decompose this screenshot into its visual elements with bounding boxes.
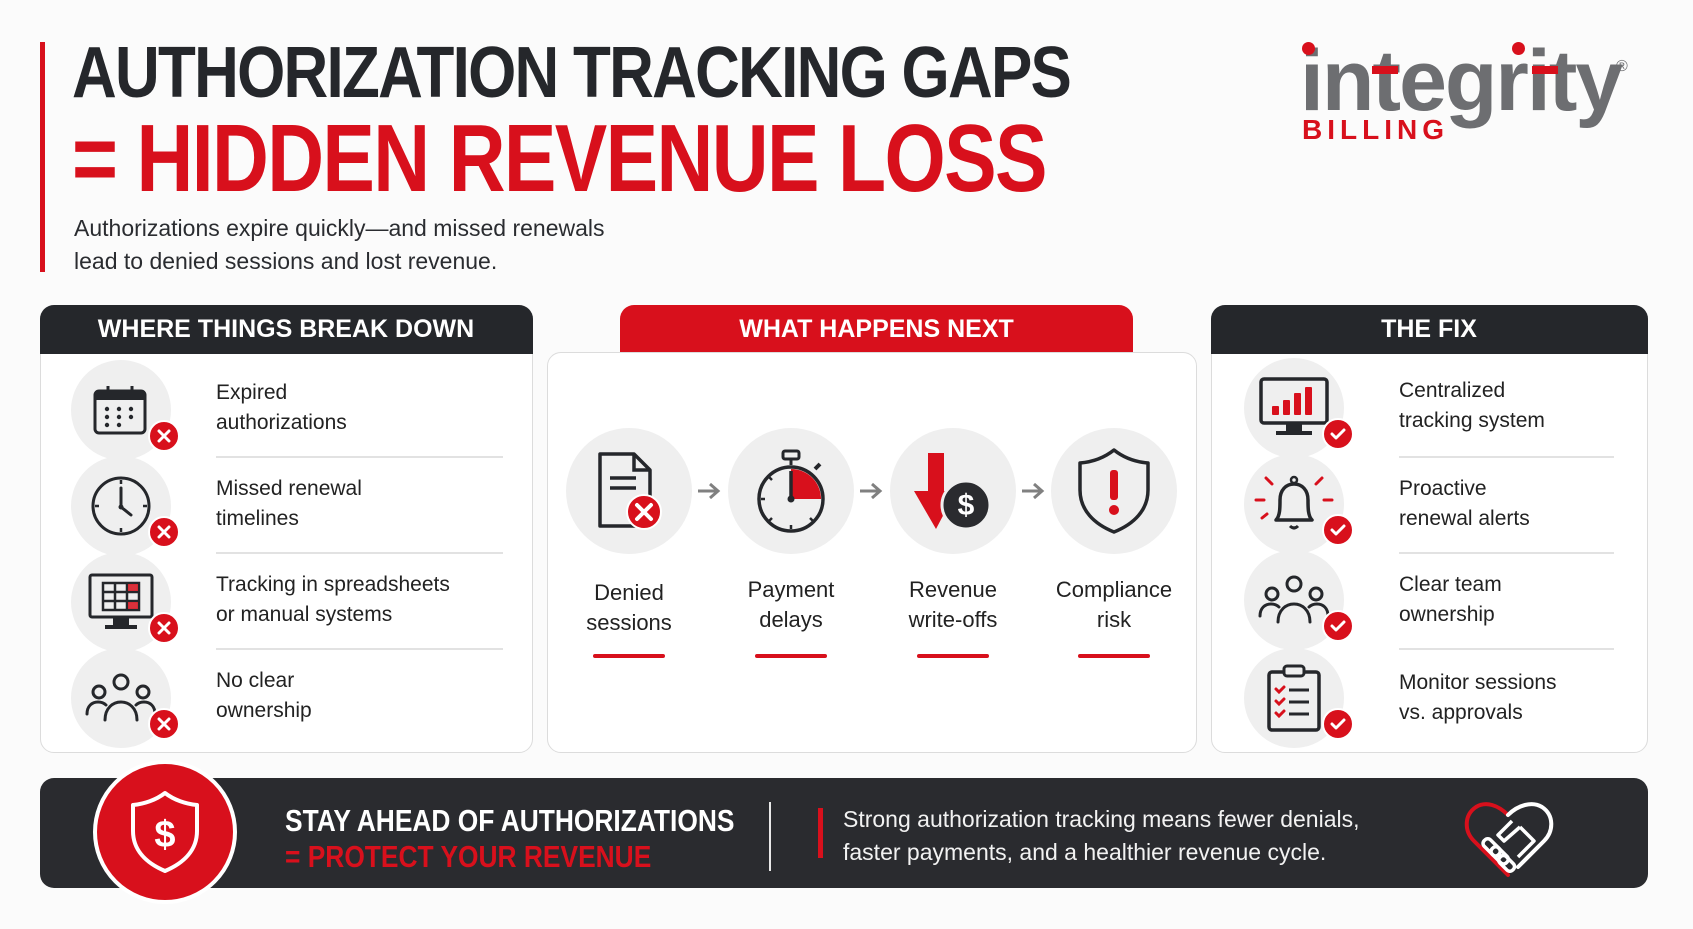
arrow-right-icon: [1022, 482, 1045, 500]
breakdown-panel: WHERE THINGS BREAK DOWN Expired authoriz…: [39, 304, 533, 753]
breakdown-item-text: No clear ownership: [216, 669, 312, 722]
fix-panel-header: THE FIX: [1210, 304, 1648, 354]
breakdown-item: No clear ownership: [41, 648, 532, 748]
breakdown-item: Expired authorizations: [41, 360, 532, 460]
check-badge-icon: [1322, 610, 1354, 642]
svg-text:$: $: [958, 489, 975, 522]
row-divider: [216, 648, 503, 650]
step-underline: [1078, 654, 1150, 658]
banner-headline-line1: STAY AHEAD OF AUTHORIZATIONS: [285, 803, 735, 838]
logo-wordmark: integrity: [1300, 33, 1623, 129]
fix-item-text: Clear team ownership: [1399, 573, 1502, 626]
fix-item-text: Centralized tracking system: [1399, 379, 1545, 432]
shield-alert-icon: [1051, 428, 1177, 554]
x-badge-icon: [148, 708, 180, 740]
page-subtitle: Authorizations expire quickly—and missed…: [74, 212, 694, 278]
arrow-right-icon: [698, 482, 721, 500]
logo-billing: BILLING: [1302, 114, 1449, 145]
denied-document-icon: [566, 428, 692, 554]
breakdown-item: Missed renewal timelines: [41, 456, 532, 556]
breakdown-item: Tracking in spreadsheets or manual syste…: [41, 552, 532, 652]
calendar-icon: [71, 360, 171, 460]
breakdown-item-text: Tracking in spreadsheets or manual syste…: [216, 573, 450, 626]
step-underline: [593, 654, 665, 658]
next-panel: $ Denied sessions Payment delays Revenue wr…: [547, 352, 1197, 753]
logo-i-dot: [1302, 42, 1315, 55]
title-accent-bar: [40, 42, 45, 272]
next-panel-header: WHAT HAPPENS NEXT: [620, 305, 1133, 353]
page-title-line2: = HIDDEN REVENUE LOSS: [72, 105, 1047, 212]
x-badge-icon: [148, 420, 180, 452]
fix-item-text: Monitor sessions vs. approvals: [1399, 671, 1557, 724]
fix-item: Proactive renewal alerts: [1212, 454, 1647, 554]
svg-text:$: $: [154, 814, 175, 856]
step-underline: [917, 654, 989, 658]
step-label: Payment delays: [747, 577, 835, 632]
breakdown-panel-header: WHERE THINGS BREAK DOWN: [39, 304, 533, 354]
logo-t-cross-2: [1532, 66, 1558, 74]
row-divider: [216, 456, 503, 458]
fix-item: Centralized tracking system: [1212, 358, 1647, 458]
stopwatch-icon: [728, 428, 854, 554]
banner-accent-bar: [818, 808, 823, 858]
logo-registered-mark: ®: [1616, 58, 1628, 75]
step-underline: [755, 654, 827, 658]
step-label: Compliance risk: [1055, 577, 1173, 632]
row-divider: [216, 552, 503, 554]
fix-item: Clear team ownership: [1212, 550, 1647, 650]
integrity-billing-logo: integrity ® BILLING: [1300, 36, 1640, 146]
check-badge-icon: [1322, 708, 1354, 740]
fix-panel: THE FIX Centralized tracking system Proa…: [1210, 304, 1648, 753]
step-label: Denied sessions: [586, 580, 672, 635]
banner-divider: [769, 802, 771, 871]
breakdown-item-text: Missed renewal timelines: [216, 477, 362, 530]
check-badge-icon: [1322, 418, 1354, 450]
shield-dollar-icon: $: [93, 760, 237, 904]
logo-t-cross: [1372, 66, 1398, 74]
subtitle-line2: lead to denied sessions and lost revenue…: [74, 248, 498, 274]
banner-headline-line2: = PROTECT YOUR REVENUE: [285, 839, 652, 874]
row-divider: [1399, 648, 1614, 650]
x-badge-icon: [148, 612, 180, 644]
arrow-right-icon: [860, 482, 883, 500]
cta-banner: [40, 778, 1648, 888]
heart-handshake-icon: [1464, 802, 1554, 877]
breakdown-item-text: Expired authorizations: [216, 381, 347, 434]
step-label: Revenue write-offs: [908, 577, 998, 632]
subtitle-line1: Authorizations expire quickly—and missed…: [74, 215, 605, 241]
banner-body: Strong authorization tracking means fewe…: [843, 806, 1360, 865]
fix-item: Monitor sessions vs. approvals: [1212, 648, 1647, 748]
logo-i-dot-2: [1512, 42, 1525, 55]
page-title-line1: AUTHORIZATION TRACKING GAPS: [72, 33, 1072, 113]
fix-item-text: Proactive renewal alerts: [1399, 477, 1530, 530]
row-divider: [1399, 552, 1614, 554]
row-divider: [1399, 456, 1614, 458]
revenue-down-icon: $: [890, 428, 1016, 554]
check-badge-icon: [1322, 514, 1354, 546]
x-badge-icon: [148, 516, 180, 548]
